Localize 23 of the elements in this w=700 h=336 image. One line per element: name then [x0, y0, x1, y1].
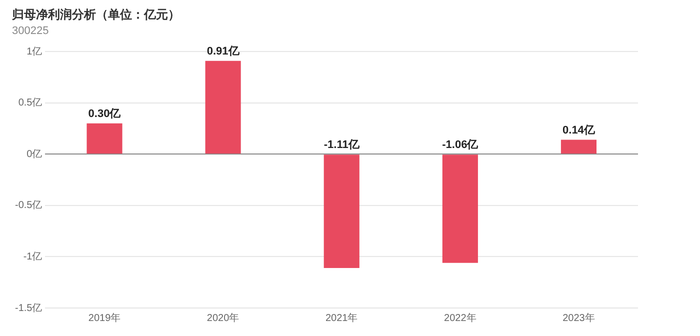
data-label: -1.11亿 — [324, 139, 360, 152]
bar — [560, 140, 597, 154]
data-label: 0.91亿 — [206, 45, 240, 58]
y-tick-label: -0.5亿 — [14, 200, 42, 212]
y-tick-label: 1亿 — [26, 46, 42, 58]
x-tick-label: 2020年 — [206, 312, 240, 324]
bar — [442, 154, 478, 263]
data-label: 0.30亿 — [88, 108, 122, 120]
data-label: 0.14亿 — [562, 124, 596, 136]
y-tick-label: -1亿 — [23, 251, 42, 262]
y-tick-label: -1.5亿 — [14, 302, 42, 314]
chart-subtitle: 300225 — [12, 25, 49, 38]
x-tick-label: 2019年 — [88, 312, 121, 324]
bar — [205, 60, 241, 154]
y-tick-label: 0亿 — [26, 148, 42, 160]
x-tick-label: 2023年 — [562, 312, 595, 324]
data-label: -1.06亿 — [442, 139, 480, 152]
chart-title: 归母净利润分析（单位：亿元） — [11, 8, 180, 22]
x-tick-label: 2021年 — [325, 312, 358, 324]
x-tick-label: 2022年 — [444, 312, 476, 324]
y-tick-label: 0.5亿 — [18, 98, 42, 109]
bar — [86, 123, 122, 154]
bar — [324, 154, 360, 268]
